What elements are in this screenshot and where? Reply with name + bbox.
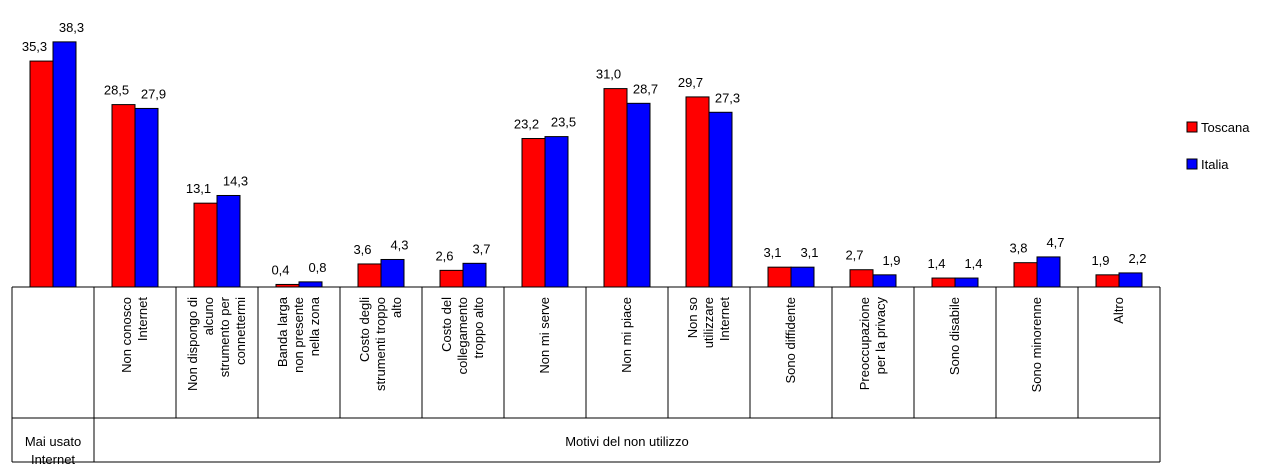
group-label-motivi: Motivi del non utilizzo <box>565 434 689 449</box>
bar-toscana-10 <box>849 269 874 288</box>
bar-italia-6 <box>544 136 569 288</box>
category-label-7: Non mi piace <box>619 297 634 373</box>
data-label-italia-9: 3,1 <box>800 245 818 260</box>
category-label-8: Internet <box>717 297 732 341</box>
bar-italia-13 <box>1118 272 1143 288</box>
data-label-italia-2: 14,3 <box>223 173 248 188</box>
data-label-toscana-5: 2,6 <box>435 248 453 263</box>
bar-italia-10 <box>872 274 897 288</box>
bar-toscana-7 <box>603 88 628 288</box>
category-label-2: Non dispongo di <box>185 297 200 391</box>
bar-italia-7 <box>626 102 651 288</box>
data-label-italia-5: 3,7 <box>472 241 490 256</box>
data-label-toscana-2: 13,1 <box>186 181 211 196</box>
data-label-italia-11: 1,4 <box>964 256 982 271</box>
category-label-8: Non so <box>685 297 700 338</box>
category-label-2: connettermi <box>233 297 248 365</box>
data-label-italia-6: 23,5 <box>551 115 576 130</box>
legend-swatch-italia <box>1186 158 1198 170</box>
category-label-13: Altro <box>1111 297 1126 324</box>
category-label-2: strumento per <box>217 296 232 377</box>
bar-toscana-0 <box>29 60 54 288</box>
data-label-italia-13: 2,2 <box>1128 251 1146 266</box>
bar-toscana-1 <box>111 104 136 288</box>
category-label-10: per la privacy <box>873 297 888 375</box>
data-label-toscana-6: 23,2 <box>514 117 539 132</box>
data-label-toscana-12: 3,8 <box>1009 241 1027 256</box>
category-label-2: alcuno <box>201 297 216 335</box>
data-label-italia-12: 4,7 <box>1046 235 1064 250</box>
data-label-toscana-9: 3,1 <box>763 245 781 260</box>
bar-italia-3 <box>298 281 323 288</box>
data-label-italia-8: 27,3 <box>715 90 740 105</box>
data-label-toscana-4: 3,6 <box>353 242 371 257</box>
data-label-toscana-13: 1,9 <box>1091 253 1109 268</box>
bar-toscana-13 <box>1095 274 1120 288</box>
bar-toscana-6 <box>521 138 546 288</box>
category-label-5: collegamento <box>455 297 470 374</box>
bar-italia-11 <box>954 277 979 288</box>
data-label-italia-7: 28,7 <box>633 81 658 96</box>
category-label-3: nella zona <box>307 296 322 356</box>
data-label-toscana-1: 28,5 <box>104 83 129 98</box>
data-label-italia-10: 1,9 <box>882 253 900 268</box>
data-label-toscana-7: 31,0 <box>596 67 621 82</box>
bar-toscana-4 <box>357 263 382 288</box>
category-label-4: Costo degli <box>357 297 372 362</box>
category-label-4: strumenti troppo <box>373 297 388 391</box>
bar-italia-2 <box>216 194 241 288</box>
category-label-1: Non conosco <box>119 297 134 373</box>
legend-label-toscana: Toscana <box>1201 120 1250 135</box>
data-label-italia-3: 0,8 <box>308 260 326 275</box>
bar-toscana-12 <box>1013 262 1038 288</box>
data-label-toscana-11: 1,4 <box>927 256 945 271</box>
bar-toscana-9 <box>767 266 792 288</box>
bar-italia-12 <box>1036 256 1061 288</box>
category-label-9: Sono diffidente <box>783 297 798 384</box>
category-label-5: troppo alto <box>471 297 486 358</box>
data-label-italia-0: 38,3 <box>59 20 84 35</box>
category-label-4: alto <box>389 297 404 318</box>
category-label-10: Preoccupazione <box>857 297 872 390</box>
bar-italia-1 <box>134 107 159 288</box>
data-label-toscana-8: 29,7 <box>678 75 703 90</box>
bar-italia-0 <box>52 41 77 288</box>
bar-toscana-8 <box>685 96 710 288</box>
category-label-3: Banda larga <box>275 296 290 367</box>
bar-toscana-11 <box>931 277 956 288</box>
data-label-toscana-3: 0,4 <box>271 262 289 277</box>
category-label-11: Sono disabile <box>947 297 962 375</box>
data-label-toscana-0: 35,3 <box>22 39 47 54</box>
legend-swatch-toscana <box>1186 121 1198 133</box>
bar-italia-4 <box>380 258 405 288</box>
group-label-mai-usato: Mai usato Internet <box>25 434 81 467</box>
legend-label-italia: Italia <box>1201 157 1229 172</box>
category-label-6: Non mi serve <box>537 297 552 374</box>
category-label-5: Costo del <box>439 297 454 352</box>
data-label-italia-4: 4,3 <box>390 237 408 252</box>
bar-italia-8 <box>708 111 733 288</box>
bar-toscana-5 <box>439 269 464 288</box>
category-label-3: non presente <box>291 297 306 373</box>
data-label-toscana-10: 2,7 <box>845 248 863 263</box>
category-label-1: Internet <box>135 297 150 341</box>
bar-toscana-2 <box>193 202 218 288</box>
bar-italia-5 <box>462 262 487 288</box>
category-label-12: Sono minorenne <box>1029 297 1044 392</box>
bar-italia-9 <box>790 266 815 288</box>
data-label-italia-1: 27,9 <box>141 86 166 101</box>
category-label-8: utilizzare <box>701 297 716 348</box>
